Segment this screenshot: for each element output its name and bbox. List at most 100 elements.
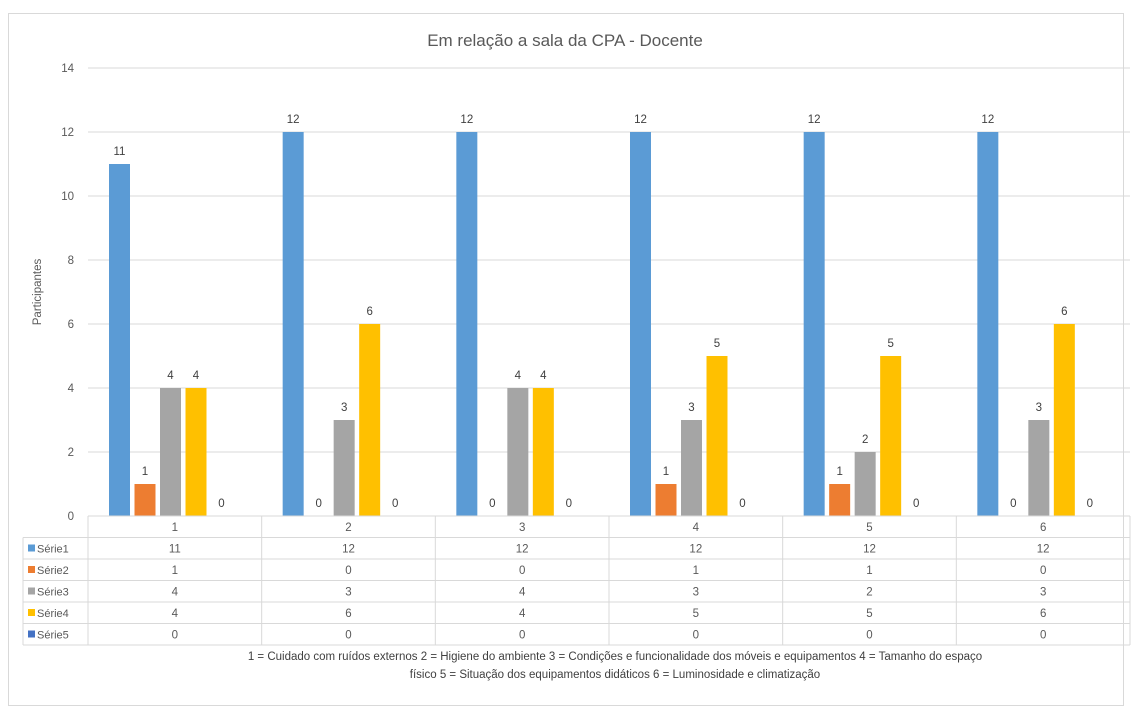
table-cell: 5 (866, 608, 872, 620)
table-cell: 4 (172, 608, 179, 620)
bar (829, 484, 851, 516)
table-cell: 6 (345, 608, 351, 620)
legend-label: Série5 (37, 630, 69, 642)
data-label: 0 (739, 498, 745, 510)
bar (1028, 420, 1050, 516)
table-cell: 5 (693, 608, 699, 620)
data-label: 5 (714, 338, 720, 350)
x-tick-label: 1 (172, 522, 178, 534)
table-cell: 4 (172, 587, 179, 599)
bar (185, 388, 207, 516)
data-label: 0 (218, 498, 224, 510)
legend-key (28, 566, 35, 573)
table-cell: 3 (1040, 587, 1046, 599)
y-tick-label: 4 (68, 383, 75, 395)
bar (630, 132, 651, 516)
bar (854, 452, 876, 516)
legend-key (28, 609, 35, 616)
table-cell: 12 (863, 544, 876, 556)
data-label: 6 (366, 306, 372, 318)
table-cell: 3 (693, 587, 699, 599)
legend-key (28, 544, 35, 552)
y-tick-label: 2 (68, 447, 74, 459)
bar (507, 388, 529, 516)
data-label: 4 (167, 370, 174, 382)
data-label: 12 (460, 114, 473, 126)
data-label: 0 (392, 498, 398, 510)
data-label: 3 (688, 402, 694, 414)
data-label: 12 (287, 114, 300, 126)
legend-label: Série2 (37, 565, 69, 577)
data-label: 11 (114, 146, 126, 158)
bar (134, 484, 156, 516)
table-cell: 12 (1037, 544, 1050, 556)
table-cell: 0 (1040, 630, 1046, 642)
caption-line-1: 1 = Cuidado com ruídos externos 2 = Higi… (247, 651, 983, 663)
bar (359, 324, 381, 516)
table-cell: 12 (516, 544, 529, 556)
bar (977, 132, 999, 516)
table-cell: 0 (519, 630, 525, 642)
data-label: 1 (663, 466, 669, 478)
y-tick-label: 0 (68, 511, 74, 523)
data-label: 0 (566, 498, 572, 510)
data-label: 1 (142, 466, 148, 478)
data-label: 0 (1010, 498, 1016, 510)
y-tick-label: 6 (68, 319, 74, 331)
data-label: 4 (515, 370, 522, 382)
data-label: 0 (315, 498, 321, 510)
bar (803, 132, 825, 516)
table-cell: 1 (693, 565, 699, 577)
bar (160, 388, 181, 516)
data-label: 4 (540, 370, 547, 382)
x-tick-label: 6 (1040, 522, 1046, 534)
y-axis-title: Participantes (32, 259, 44, 326)
legend-key (28, 587, 35, 595)
table-cell: 11 (169, 544, 181, 556)
bar (655, 484, 677, 516)
bar (333, 420, 355, 516)
data-label: 12 (634, 114, 647, 126)
data-label: 1 (836, 466, 842, 478)
data-label: 5 (887, 338, 893, 350)
table-cell: 12 (342, 544, 355, 556)
table-cell: 6 (1040, 608, 1046, 620)
data-label: 3 (1036, 402, 1042, 414)
table-cell: 4 (519, 587, 526, 599)
table-cell: 3 (345, 587, 351, 599)
chart-title: Em relação a sala da CPA - Docente (427, 31, 703, 50)
table-cell: 2 (866, 587, 872, 599)
y-tick-label: 12 (61, 127, 74, 139)
y-tick-label: 14 (61, 63, 74, 75)
data-label: 2 (862, 434, 868, 446)
data-label: 12 (808, 114, 821, 126)
bar (880, 356, 902, 516)
data-label: 0 (489, 498, 495, 510)
table-cell: 0 (172, 630, 178, 642)
caption-line-2: físico 5 = Situação dos equipamentos did… (409, 669, 821, 681)
table-cell: 4 (519, 608, 526, 620)
data-label: 0 (1087, 498, 1093, 510)
table-cell: 0 (345, 630, 351, 642)
chart-frame (8, 13, 1124, 706)
y-tick-label: 8 (68, 255, 74, 267)
x-tick-label: 2 (345, 522, 351, 534)
data-label: 4 (193, 370, 200, 382)
bar (706, 356, 728, 516)
bar (109, 164, 130, 516)
x-tick-label: 3 (519, 522, 525, 534)
table-cell: 0 (345, 565, 351, 577)
legend-label: Série3 (37, 587, 69, 599)
legend-key (28, 630, 35, 638)
table-cell: 1 (866, 565, 872, 577)
table-cell: 0 (866, 630, 872, 642)
table-cell: 0 (1040, 565, 1046, 577)
bar (681, 420, 702, 516)
data-label: 3 (341, 402, 347, 414)
x-tick-label: 5 (866, 522, 872, 534)
table-cell: 12 (689, 544, 702, 556)
table-cell: 0 (693, 630, 699, 642)
bar (532, 388, 554, 516)
bar (456, 132, 478, 516)
bar (1053, 324, 1075, 516)
